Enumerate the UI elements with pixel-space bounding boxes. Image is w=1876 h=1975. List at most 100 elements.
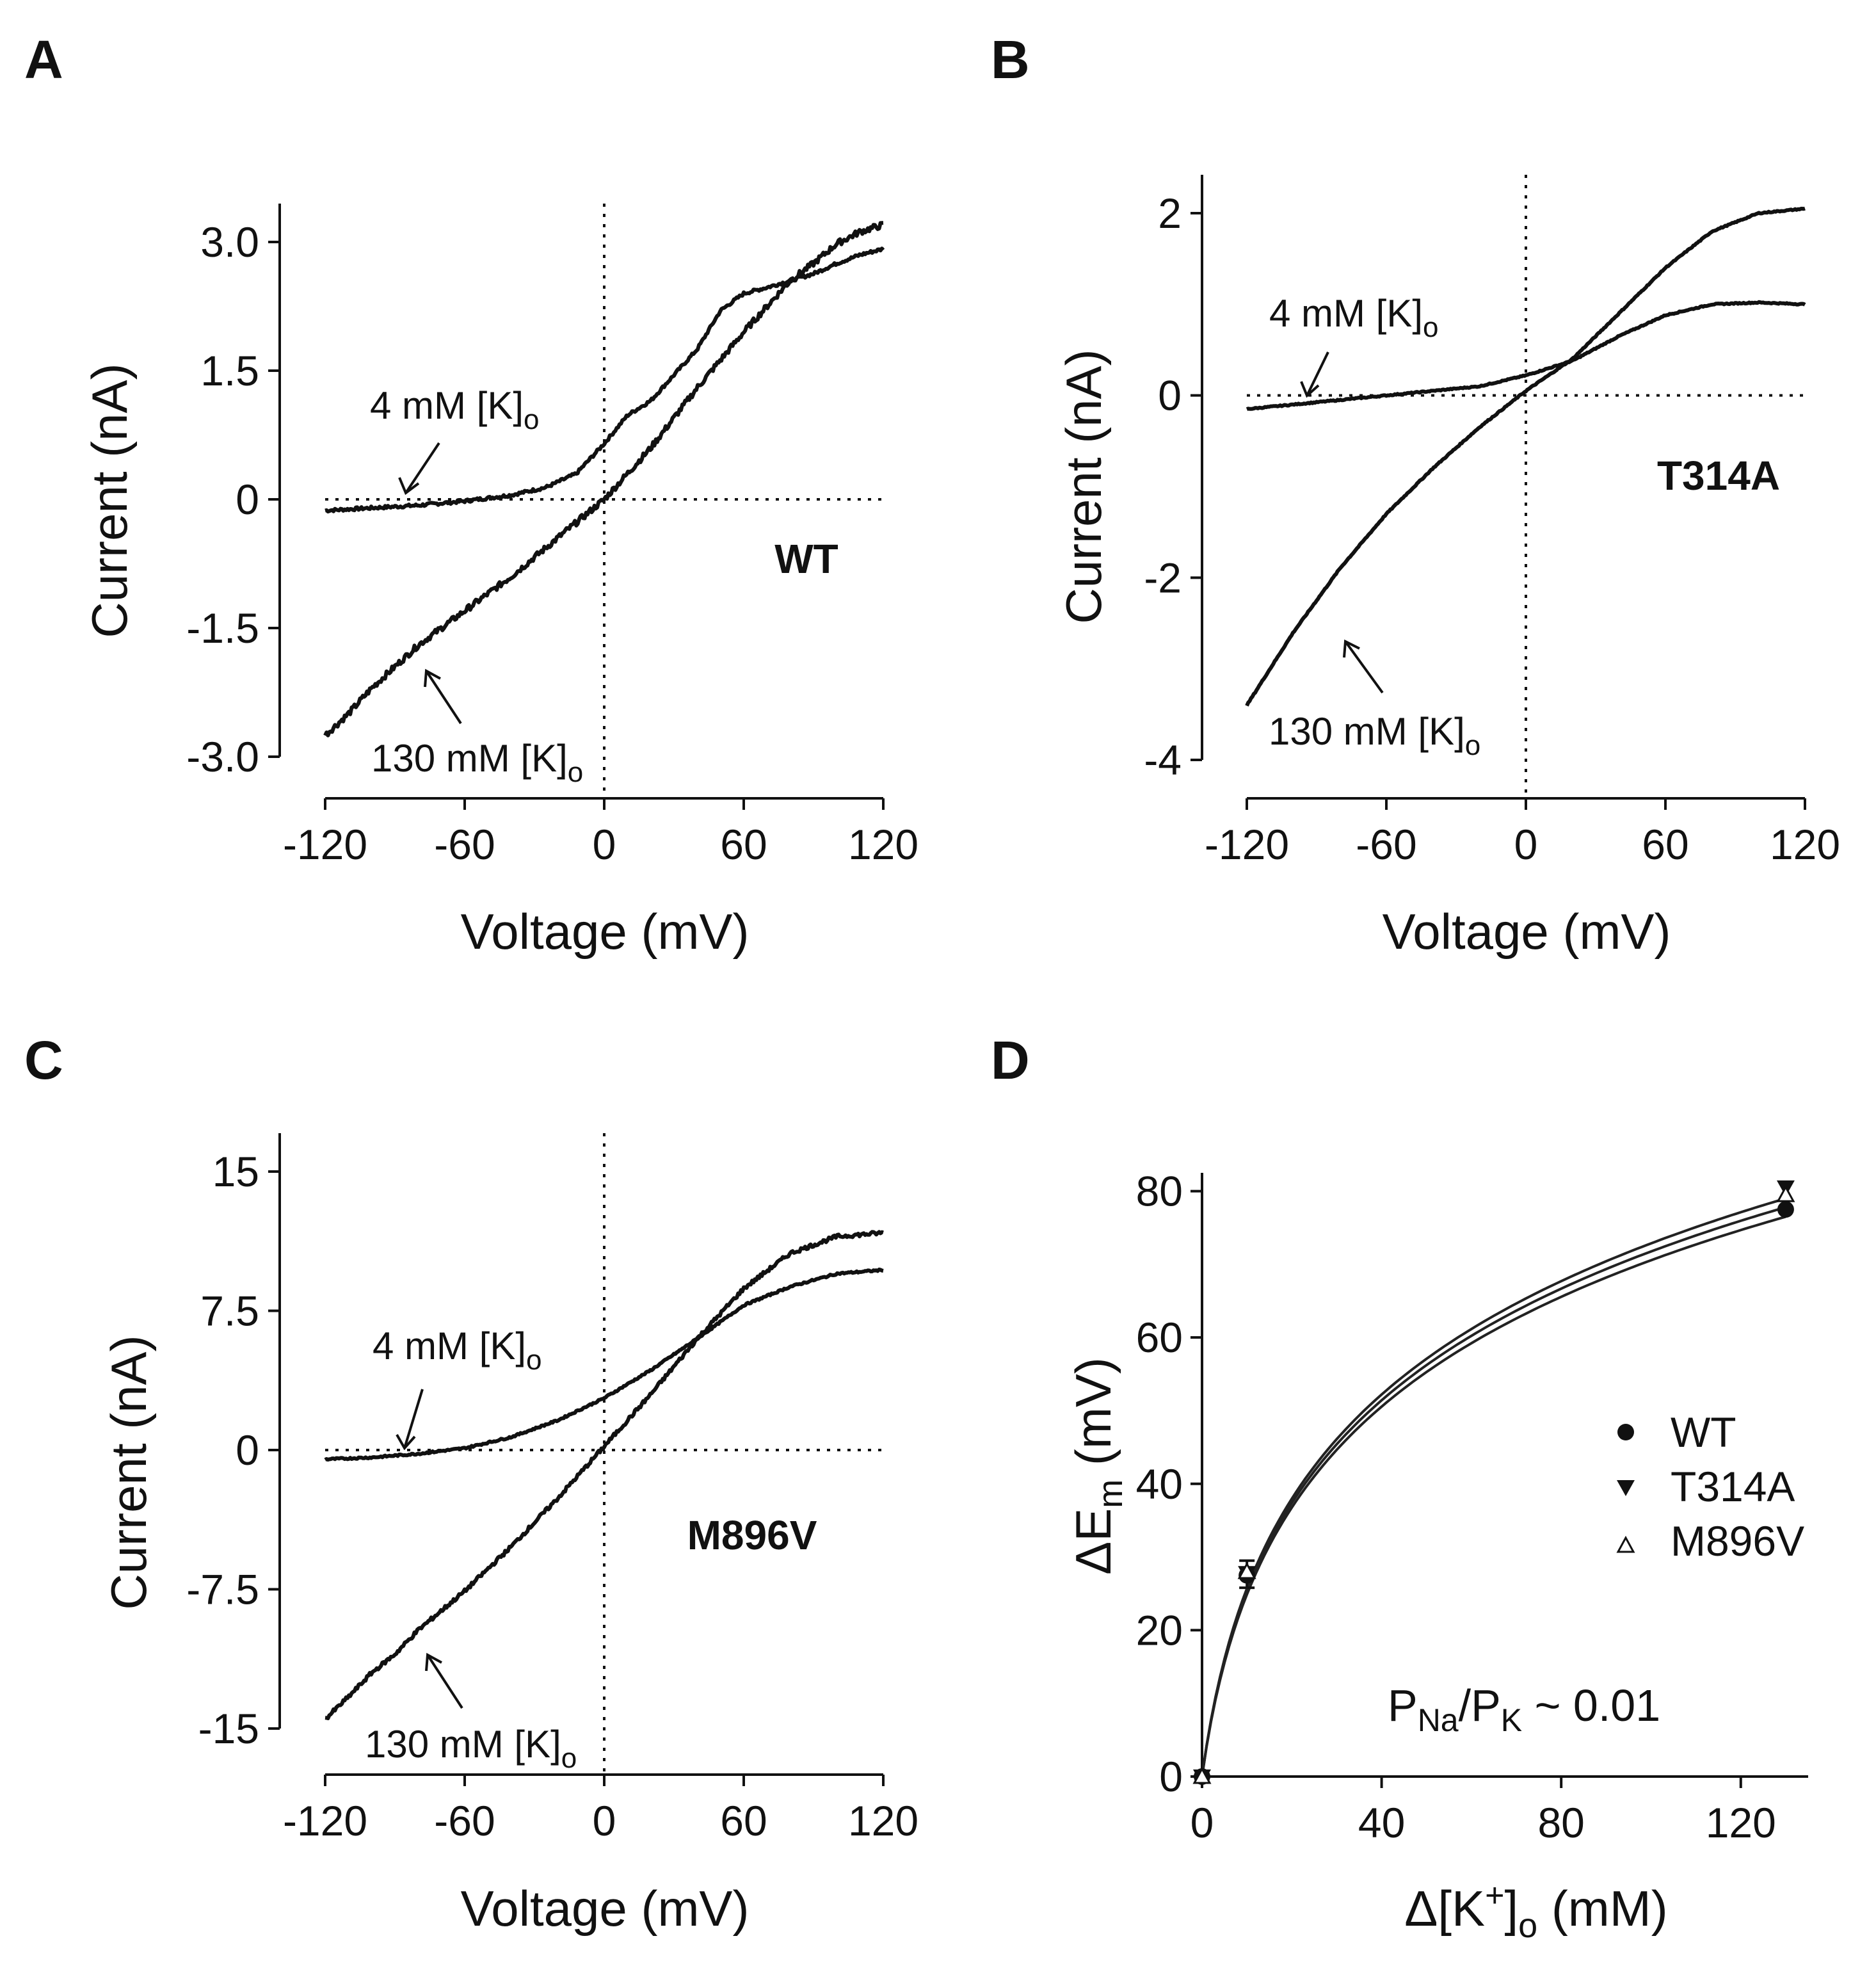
legend-marker-t314a <box>1617 1480 1635 1496</box>
xlabel-post: (mM) <box>1537 1880 1668 1937</box>
fit-curve <box>1201 1205 1786 1777</box>
legend-label-m896v: M896V <box>1671 1517 1804 1565</box>
ann-sub: o <box>1423 312 1438 343</box>
panel-label-c: C <box>24 1030 63 1090</box>
pnote-mid: /P <box>1459 1681 1501 1730</box>
ann-main: 130 mM [K] <box>371 737 568 780</box>
chart-area-d: 0 20 40 60 80 0 40 80 120 <box>1136 1168 1808 1846</box>
pnote-sub1: Na <box>1418 1702 1459 1738</box>
x-axis-title-c: Voltage (mV) <box>461 1880 750 1937</box>
chart-area-c: -15 -7.5 0 7.5 15 -120 -60 0 60 120 <box>186 1133 918 1844</box>
xlabel-mid: ] <box>1504 1880 1518 1937</box>
ann-main: 130 mM [K] <box>365 1723 561 1766</box>
y-axis-title-d: ΔEm (mV) <box>1065 1357 1130 1575</box>
y-tick-label-b: -4 <box>1144 736 1182 784</box>
ann-sub: o <box>524 404 539 435</box>
panel-b: B -4 -2 0 2 -120 -60 0 60 120 Current (nA) Volta… <box>991 29 1840 960</box>
arrowhead-130mm-a <box>424 668 441 688</box>
y-tick-label-c: 7.5 <box>200 1287 259 1335</box>
y-tick-label-a: 3.0 <box>200 218 259 266</box>
fit-curve <box>1201 1197 1786 1777</box>
y-axis-title-a: Current (nA) <box>81 363 138 638</box>
x-tick-label-d: 0 <box>1191 1799 1214 1846</box>
y-tick-label-b: 2 <box>1158 189 1182 237</box>
y-tick-label-a: 1.5 <box>200 347 259 394</box>
trace-c-4mm <box>324 1268 884 1462</box>
x-tick-label-c: 120 <box>848 1797 918 1844</box>
y-tick-label-c: 0 <box>236 1426 259 1474</box>
arrowhead-4mm-c <box>396 1434 416 1451</box>
arrow-130mm-c <box>426 1654 463 1709</box>
xlabel-sub: o <box>1518 1906 1537 1945</box>
x-tick-label-c: 60 <box>720 1797 767 1844</box>
panel-a: A -3.0 -1.5 0 1.5 3.0 -120 -60 0 60 120 Current (… <box>24 29 918 960</box>
trace-a-130mm <box>323 221 884 738</box>
y-tick-label-d: 20 <box>1136 1606 1183 1654</box>
x-tick-label-a: -60 <box>434 821 495 868</box>
chart-area-a: -3.0 -1.5 0 1.5 3.0 -120 -60 0 60 120 <box>186 204 918 868</box>
y-tick-label-b: -2 <box>1144 554 1182 601</box>
y-tick-label-d: 40 <box>1136 1460 1183 1508</box>
panel-label-a: A <box>24 29 63 90</box>
x-tick-label-a: 120 <box>848 821 918 868</box>
ann-sub: o <box>561 1743 577 1774</box>
point-m896v <box>1776 1185 1795 1202</box>
inset-label-m896v: M896V <box>687 1512 817 1558</box>
y-tick-label-d: 0 <box>1159 1753 1183 1800</box>
ann-main: 4 mM [K] <box>1269 292 1423 335</box>
y-tick-label-a: -1.5 <box>186 604 259 652</box>
xlabel-sup: + <box>1485 1877 1504 1914</box>
legend-label-t314a: T314A <box>1671 1463 1795 1510</box>
arrowhead-4mm-b <box>1300 381 1320 398</box>
ann-sub: o <box>1465 730 1480 761</box>
inset-label-wt: WT <box>774 536 838 582</box>
permeability-note: PNa/PK ~ 0.01 <box>1388 1681 1660 1738</box>
x-tick-label-d: 40 <box>1358 1799 1405 1846</box>
x-tick-label-a: -120 <box>283 821 367 868</box>
ann-sub: o <box>568 757 583 788</box>
xlabel-pre: Δ[K <box>1404 1880 1485 1937</box>
x-tick-label-b: -120 <box>1205 821 1289 868</box>
x-tick-label-a: 60 <box>720 821 767 868</box>
annotation-130mm-a: 130 mM [K]o <box>371 737 583 788</box>
trace-b-4mm <box>1246 300 1806 411</box>
trace-c-130mm <box>325 1230 884 1720</box>
annotation-130mm-c: 130 mM [K]o <box>365 1723 577 1774</box>
legend-marker-m896v <box>1616 1535 1635 1553</box>
x-axis-title-d: Δ[K+]o (mM) <box>1404 1877 1667 1945</box>
y-axis-title-b: Current (nA) <box>1055 349 1112 624</box>
pnote-sub2: K <box>1501 1702 1522 1738</box>
y-axis-title-c: Current (nA) <box>100 1335 157 1609</box>
ylabel-post: (mV) <box>1065 1357 1121 1479</box>
annotation-4mm-a: 4 mM [K]o <box>370 384 540 435</box>
arrowhead-130mm-b <box>1343 639 1360 658</box>
arrowhead-4mm-a <box>398 477 420 496</box>
point-wt <box>1777 1201 1794 1218</box>
ann-main: 4 mM [K] <box>370 384 524 427</box>
inset-label-t314a: T314A <box>1657 453 1780 499</box>
arrow-4mm-b <box>1306 351 1329 396</box>
legend-marker-wt <box>1617 1424 1634 1440</box>
pnote-post: ~ 0.01 <box>1522 1681 1660 1730</box>
trace-b-130mm <box>1245 206 1806 707</box>
x-tick-label-d: 80 <box>1537 1799 1584 1846</box>
legend-label-wt: WT <box>1671 1408 1736 1456</box>
x-tick-label-a: 0 <box>593 821 616 868</box>
x-axis-title-b: Voltage (mV) <box>1383 903 1671 960</box>
arrow-4mm-c <box>403 1389 424 1449</box>
chart-area-b: -4 -2 0 2 -120 -60 0 60 120 <box>1144 175 1840 868</box>
arrowhead-130mm-c <box>425 1652 442 1672</box>
y-tick-label-c: 15 <box>212 1148 259 1195</box>
y-tick-label-d: 80 <box>1136 1168 1183 1215</box>
point-m896v <box>1237 1561 1256 1579</box>
x-tick-label-c: -120 <box>283 1797 367 1844</box>
ann-main: 130 mM [K] <box>1269 710 1465 753</box>
y-tick-label-b: 0 <box>1158 372 1182 419</box>
x-tick-label-d: 120 <box>1706 1799 1776 1846</box>
x-tick-label-b: 120 <box>1770 821 1840 868</box>
x-tick-label-b: -60 <box>1356 821 1416 868</box>
ann-main: 4 mM [K] <box>373 1325 526 1367</box>
ylabel-sub: m <box>1091 1479 1130 1508</box>
annotation-4mm-c: 4 mM [K]o <box>373 1325 542 1376</box>
